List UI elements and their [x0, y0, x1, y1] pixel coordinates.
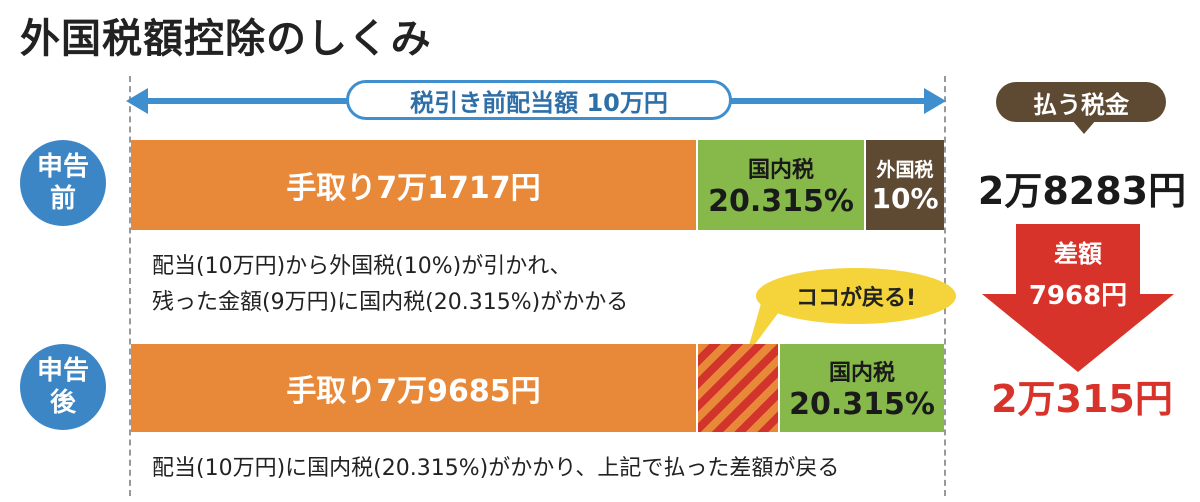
before-badge: 申告 前: [20, 140, 106, 226]
left-dashed-guide: [129, 76, 131, 496]
before-foreign-tax-segment: 外国税 10%: [866, 140, 944, 230]
refund-callout-text: ココが戻る!: [795, 286, 917, 311]
diff-text-block: 差額 7968円: [978, 234, 1178, 312]
tax-after-amount: 2万315円: [991, 377, 1173, 421]
refund-hatched-segment: [698, 344, 778, 432]
before-domestic-tax-rate: 20.315%: [708, 183, 854, 219]
tax-before-amount: 2万8283円: [977, 169, 1187, 213]
after-badge-line1: 申告: [36, 356, 89, 386]
after-domestic-tax-rate: 20.315%: [789, 386, 935, 422]
after-domestic-tax-segment: 国内税 20.315%: [780, 344, 944, 432]
before-badge-line2: 前: [49, 184, 76, 214]
before-note-line2: 残った金額(9万円)に国内税(20.315%)がかかる: [152, 290, 629, 315]
diff-amount: 7968円: [1028, 281, 1128, 311]
before-note-line1: 配当(10万円)から外国税(10%)が引かれ、: [152, 254, 572, 279]
range-arrow-right-head: [924, 88, 946, 114]
after-badge: 申告 後: [20, 344, 106, 430]
refund-callout-bubble: ココが戻る!: [756, 268, 956, 324]
before-badge-line1: 申告: [36, 152, 89, 182]
after-domestic-tax-label: 国内税: [828, 360, 895, 386]
after-takehome-segment: 手取り7万9685円: [131, 344, 696, 432]
before-foreign-tax-rate: 10%: [871, 182, 939, 215]
before-takehome-label: 手取り7万1717円: [286, 171, 541, 206]
range-arrow-left-head: [126, 88, 148, 114]
before-domestic-tax-label: 国内税: [747, 157, 814, 183]
diff-label: 差額: [1054, 240, 1102, 268]
tax-paid-label: 払う税金: [996, 82, 1166, 122]
range-label: 税引き前配当額 10万円: [346, 80, 732, 120]
before-takehome-segment: 手取り7万1717円: [131, 140, 696, 230]
tax-paid-label-pointer: [1072, 120, 1096, 134]
before-domestic-tax-segment: 国内税 20.315%: [698, 140, 864, 230]
before-foreign-tax-label: 外国税: [876, 159, 934, 181]
after-takehome-label: 手取り7万9685円: [286, 374, 541, 409]
after-badge-line2: 後: [49, 388, 76, 418]
after-note: 配当(10万円)に国内税(20.315%)がかかり、上記で払った差額が戻る: [152, 456, 840, 481]
bubble-tail: [746, 300, 788, 356]
diff-down-arrow: [982, 224, 1174, 372]
page-title: 外国税額控除のしくみ: [20, 16, 432, 62]
